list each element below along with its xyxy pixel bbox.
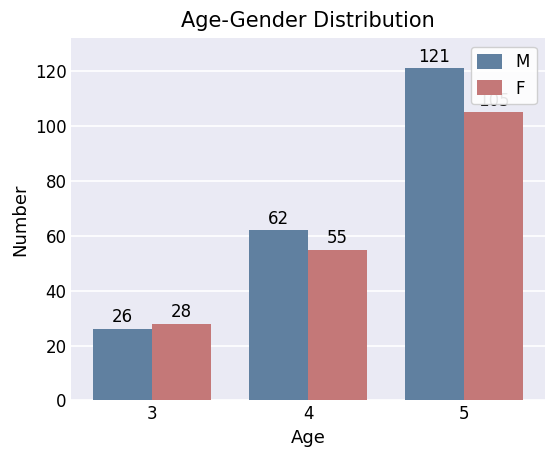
X-axis label: Age: Age <box>291 429 325 447</box>
Bar <box>249 230 308 400</box>
Text: 26: 26 <box>112 308 133 327</box>
Title: Age-Gender Distribution: Age-Gender Distribution <box>181 11 435 31</box>
Text: 28: 28 <box>171 303 192 321</box>
Y-axis label: Number: Number <box>11 183 29 256</box>
Bar <box>93 329 152 400</box>
Bar <box>308 250 368 400</box>
Bar <box>152 324 211 400</box>
Text: 62: 62 <box>268 210 289 228</box>
Bar <box>464 112 523 400</box>
Text: 55: 55 <box>327 229 348 247</box>
Text: 105: 105 <box>478 92 509 109</box>
Bar <box>405 68 464 400</box>
Text: 121: 121 <box>419 48 450 65</box>
Legend: M, F: M, F <box>470 47 537 104</box>
